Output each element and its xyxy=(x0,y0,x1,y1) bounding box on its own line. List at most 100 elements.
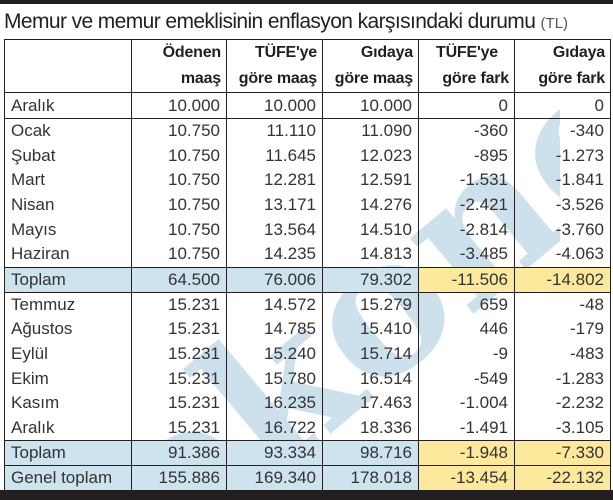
cell-tufe-maas: 169.340 xyxy=(226,465,323,491)
cell-gida-fark: -3.105 xyxy=(514,415,611,441)
total-row: Genel toplam 155.886 169.340 178.018 -13.454… xyxy=(4,465,611,491)
cell-month: Ağustos xyxy=(4,317,132,342)
cell-tufe-maas: 14.785 xyxy=(226,317,323,342)
cell-gida-fark: -3.760 xyxy=(514,217,611,242)
cell-gida-fark: -1.283 xyxy=(514,366,611,391)
cell-month: Eylül xyxy=(4,341,132,367)
cell-odenen: 15.231 xyxy=(131,341,227,367)
header-row-2: maaş göre maaş göre maaş göre fark göre … xyxy=(4,66,611,93)
header-odenen-2: maaş xyxy=(131,66,227,93)
header-odenen: Ödenen xyxy=(131,39,227,66)
table-row: Eylül 15.231 15.240 15.714 -9 -483 xyxy=(4,341,611,367)
table-row: Mayıs 10.750 13.564 14.510 -2.814 -3.760 xyxy=(4,217,611,242)
cell-month: Genel toplam xyxy=(4,465,132,491)
cell-tufe-maas: 16.722 xyxy=(226,415,323,441)
header-gida-fark: Gıdaya xyxy=(514,39,611,66)
cell-tufe-maas: 15.780 xyxy=(226,366,323,391)
cell-gida-fark: -48 xyxy=(514,292,611,318)
cell-month: Haziran xyxy=(4,241,132,268)
table-row: Nisan 10.750 13.171 14.276 -2.421 -3.526 xyxy=(4,192,611,218)
cell-odenen: 155.886 xyxy=(131,465,227,491)
cell-odenen: 10.750 xyxy=(131,168,227,193)
cell-gida-maas: 11.090 xyxy=(322,118,419,144)
cell-gida-fark: -3.526 xyxy=(514,192,611,218)
cell-gida-fark: -483 xyxy=(514,341,611,367)
cell-gida-maas: 79.302 xyxy=(322,266,419,293)
cell-tufe-fark: -1.491 xyxy=(418,415,515,441)
cell-tufe-fark: -549 xyxy=(418,366,515,391)
header-tufe-fark-2: göre fark xyxy=(418,66,515,93)
table-row: Mart 10.750 12.281 12.591 -1.531 -1.841 xyxy=(4,168,611,193)
cell-gida-fark: -14.802 xyxy=(514,266,611,293)
table-row: Aralık 15.231 16.722 18.336 -1.491 -3.105 xyxy=(4,415,611,441)
cell-tufe-fark: -9 xyxy=(418,341,515,367)
cell-gida-maas: 15.279 xyxy=(322,292,419,318)
cell-month: Mayıs xyxy=(4,217,132,242)
table-row: Temmuz 15.231 14.572 15.279 659 -48 xyxy=(4,292,611,318)
table-row: Kasım 15.231 16.235 17.463 -1.004 -2.232 xyxy=(4,390,611,416)
cell-tufe-maas: 16.235 xyxy=(226,390,323,416)
cell-odenen: 10.750 xyxy=(131,143,227,169)
cell-odenen: 15.231 xyxy=(131,390,227,416)
table-row: Şubat 10.750 11.645 12.023 -895 -1.273 xyxy=(4,143,611,169)
cell-gida-fark: -4.063 xyxy=(514,241,611,268)
table-row: Ocak 10.750 11.110 11.090 -360 -340 xyxy=(4,118,611,144)
cell-odenen: 10.000 xyxy=(131,92,227,119)
cell-odenen: 10.750 xyxy=(131,192,227,218)
cell-odenen: 15.231 xyxy=(131,415,227,441)
cell-odenen: 10.750 xyxy=(131,241,227,268)
cell-gida-maas: 14.276 xyxy=(322,192,419,218)
cell-tufe-maas: 13.171 xyxy=(226,192,323,218)
cell-tufe-fark: -1.948 xyxy=(418,440,515,467)
cell-gida-maas: 17.463 xyxy=(322,390,419,416)
cell-month: Ekim xyxy=(4,366,132,391)
cell-tufe-maas: 13.564 xyxy=(226,217,323,242)
cell-gida-maas: 178.018 xyxy=(322,465,419,491)
cell-tufe-maas: 14.572 xyxy=(226,292,323,318)
cell-gida-maas: 12.023 xyxy=(322,143,419,169)
header-month xyxy=(4,39,132,66)
cell-tufe-maas: 76.006 xyxy=(226,266,323,293)
cell-month: Aralık xyxy=(4,415,132,441)
cell-tufe-maas: 10.000 xyxy=(226,92,323,119)
cell-gida-maas: 12.591 xyxy=(322,168,419,193)
top-rule xyxy=(0,0,613,4)
table-row: Ağustos 15.231 14.785 15.410 446 -179 xyxy=(4,317,611,342)
cell-month: Kasım xyxy=(4,390,132,416)
cell-gida-maas: 10.000 xyxy=(322,92,419,119)
cell-tufe-maas: 14.235 xyxy=(226,241,323,268)
cell-gida-fark: 0 xyxy=(514,92,611,119)
bottom-rule xyxy=(0,490,613,500)
cell-gida-maas: 98.716 xyxy=(322,440,419,467)
cell-tufe-fark: -1.531 xyxy=(418,168,515,193)
cell-month: Şubat xyxy=(4,143,132,169)
cell-month: Toplam xyxy=(4,266,132,293)
cell-tufe-fark: 659 xyxy=(418,292,515,318)
cell-tufe-fark: -2.421 xyxy=(418,192,515,218)
page-title: Memur ve memur emeklisinin enflasyon kar… xyxy=(4,8,568,36)
cell-gida-maas: 14.510 xyxy=(322,217,419,242)
cell-tufe-maas: 12.281 xyxy=(226,168,323,193)
cell-tufe-fark: 446 xyxy=(418,317,515,342)
header-month-2 xyxy=(4,66,132,93)
cell-gida-fark: -22.132 xyxy=(514,465,611,491)
header-tufe-maas: TÜFE'ye xyxy=(226,39,323,66)
cell-gida-maas: 15.714 xyxy=(322,341,419,367)
cell-gida-fark: -2.232 xyxy=(514,390,611,416)
cell-tufe-maas: 11.645 xyxy=(226,143,323,169)
cell-tufe-maas: 93.334 xyxy=(226,440,323,467)
cell-tufe-fark: -3.485 xyxy=(418,241,515,268)
title-unit: (TL) xyxy=(540,15,569,32)
cell-odenen: 15.231 xyxy=(131,366,227,391)
cell-tufe-fark: 0 xyxy=(418,92,515,119)
cell-gida-fark: -1.273 xyxy=(514,143,611,169)
cell-tufe-fark: -360 xyxy=(418,118,515,144)
cell-odenen: 15.231 xyxy=(131,292,227,318)
cell-month: Aralık xyxy=(4,92,132,119)
cell-odenen: 64.500 xyxy=(131,266,227,293)
cell-odenen: 10.750 xyxy=(131,217,227,242)
cell-gida-maas: 14.813 xyxy=(322,241,419,268)
header-gida-fark-2: göre fark xyxy=(514,66,611,93)
title-text: Memur ve memur emeklisinin enflasyon kar… xyxy=(4,10,536,33)
cell-tufe-fark: -13.454 xyxy=(418,465,515,491)
